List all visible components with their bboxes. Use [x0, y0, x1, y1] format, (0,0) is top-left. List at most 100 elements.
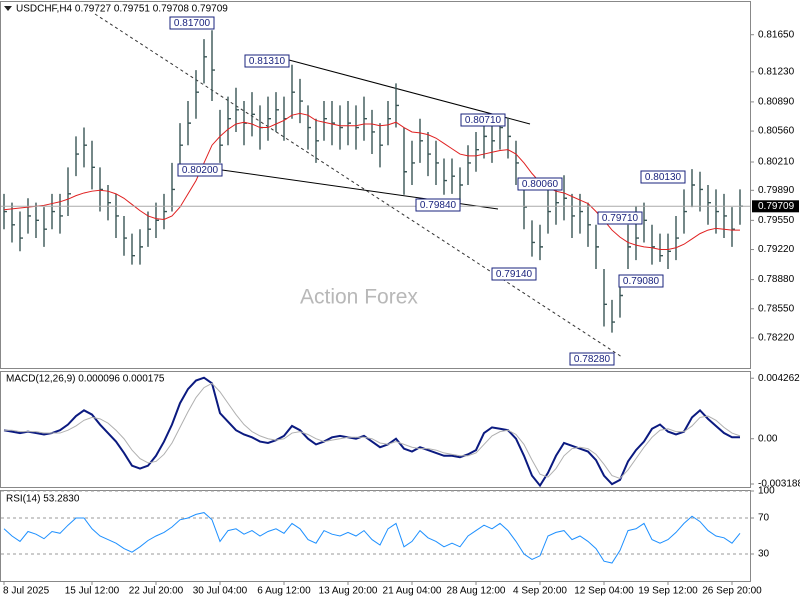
macd-panel — [0, 371, 751, 488]
ohlc-bar — [315, 118, 319, 163]
macd-title: MACD(12,26,9) 0.000096 0.000175 — [6, 374, 165, 385]
ohlc-bar — [107, 185, 111, 221]
y-tick-label: 0.80210 — [758, 157, 795, 168]
y-tick-label: 0.79220 — [758, 244, 795, 255]
y-tick-label: 0.80890 — [758, 97, 795, 108]
price-annotation: 0.80130 — [645, 172, 682, 183]
price-annotation-box — [618, 274, 664, 288]
ohlc-bar — [675, 215, 679, 261]
ohlc-bar — [659, 233, 663, 262]
x-tick-label: 6 Aug 12:00 — [257, 586, 311, 597]
y-tick-label: 0.78550 — [758, 303, 795, 314]
x-tick-label: 22 Jul 20:00 — [129, 586, 184, 597]
y-tick-label: 0.81650 — [758, 29, 795, 40]
ohlc-bar — [115, 193, 119, 239]
ohlc-bar — [411, 140, 415, 185]
y-tick-label: 0.80560 — [758, 126, 795, 137]
ohlc-bar — [515, 140, 519, 185]
x-tick-label: 13 Aug 20:00 — [319, 586, 378, 597]
price-annotation-box — [244, 54, 290, 68]
ohlc-bar — [99, 167, 103, 212]
price-annotation: 0.79710 — [602, 213, 639, 224]
ohlc-bar — [571, 193, 575, 239]
current-price-box — [752, 200, 799, 213]
ohlc-bar — [371, 109, 375, 155]
ohlc-bar — [267, 96, 271, 141]
ohlc-bar — [459, 167, 463, 203]
moving-average — [3, 112, 740, 251]
price-annotation: 0.78280 — [574, 354, 611, 365]
ohlc-bar — [731, 207, 735, 247]
ohlc-bar — [187, 101, 191, 146]
ohlc-bar — [299, 78, 303, 124]
y-tick-label: 0.78880 — [758, 274, 795, 285]
ohlc-bar — [155, 202, 159, 239]
chart-title: USDCHF,H4 0.79727 0.79751 0.79708 0.7970… — [16, 4, 228, 15]
price-annotation: 0.81310 — [249, 56, 286, 67]
price-annotation-box — [597, 211, 643, 225]
ohlc-bar — [715, 189, 719, 234]
ohlc-bar — [387, 101, 391, 146]
ohlc-bar — [51, 193, 55, 230]
ohlc-bar — [323, 101, 327, 141]
ohlc-bar — [627, 224, 631, 269]
ohlc-bar — [75, 136, 79, 177]
ohlc-bar — [123, 215, 127, 256]
ohlc-bar — [83, 127, 87, 168]
ohlc-bar — [43, 207, 47, 247]
ohlc-bar — [235, 87, 239, 132]
y-tick-label: 0.78220 — [758, 333, 795, 344]
ohlc-bar — [403, 127, 407, 195]
x-tick-label: 12 Sep 04:00 — [574, 586, 634, 597]
trend-line — [288, 59, 531, 125]
ohlc-bar — [91, 140, 95, 190]
ohlc-bar — [195, 70, 199, 119]
ohlc-bar — [667, 233, 671, 269]
ohlc-bar — [363, 96, 367, 141]
ohlc-bar — [707, 185, 711, 225]
x-tick-label: 28 Aug 12:00 — [447, 586, 506, 597]
ohlc-bar — [691, 169, 695, 208]
rsi-panel — [0, 490, 751, 582]
ohlc-bar — [139, 229, 143, 265]
ohlc-bar — [395, 83, 399, 128]
ohlc-bar — [603, 268, 607, 327]
ohlc-bar — [3, 193, 7, 230]
ohlc-bar — [59, 193, 63, 234]
y-tick-label: 100 — [758, 486, 775, 497]
rsi-line — [3, 512, 741, 564]
ohlc-bar — [35, 202, 39, 239]
y-tick-label: 0.79550 — [758, 215, 795, 226]
ohlc-bar — [483, 123, 487, 159]
price-annotation-box — [640, 170, 686, 184]
ohlc-bar — [347, 101, 351, 146]
ohlc-bar — [251, 92, 255, 137]
price-annotation: 0.80710 — [465, 115, 502, 126]
ohlc-bar — [563, 175, 567, 221]
y-tick-label: 0.79890 — [758, 185, 795, 196]
x-tick-label: 8 Jul 2025 — [3, 586, 50, 597]
ohlc-bar — [443, 158, 447, 195]
ohlc-bar — [643, 202, 647, 243]
x-tick-label: 15 Jul 12:00 — [65, 586, 120, 597]
ohlc-bar — [451, 158, 455, 194]
ohlc-bar — [227, 96, 231, 146]
ohlc-bar — [683, 189, 687, 234]
macd-line — [3, 376, 740, 488]
price-annotation-box — [460, 113, 506, 127]
ohlc-bar — [275, 92, 279, 132]
price-annotation: 0.79140 — [496, 269, 533, 280]
price-annotation-box — [517, 177, 563, 191]
ohlc-bar — [355, 105, 359, 150]
ohlc-bar — [491, 123, 495, 163]
price-annotation: 0.81700 — [174, 18, 211, 29]
ohlc-bar — [595, 224, 599, 269]
ohlc-bar — [587, 202, 591, 247]
ohlc-bar — [699, 171, 703, 212]
ohlc-bar — [307, 105, 311, 150]
ohlc-bar — [723, 193, 727, 239]
x-tick-label: 19 Sep 12:00 — [638, 586, 698, 597]
ohlc-bar — [539, 224, 543, 261]
